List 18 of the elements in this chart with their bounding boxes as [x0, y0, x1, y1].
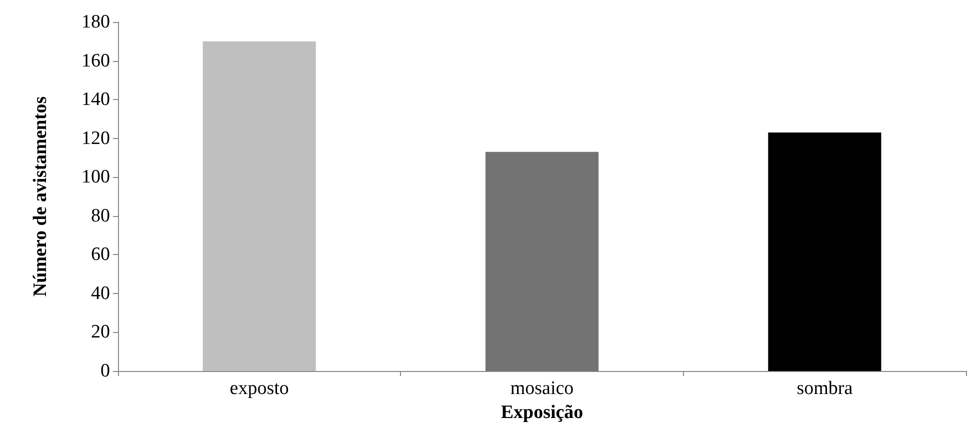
y-tick-label: 100 [82, 166, 110, 188]
y-tick-label: 120 [82, 128, 110, 149]
y-axis-title: Número de avistamentos [30, 96, 51, 297]
y-tick-label: 0 [100, 360, 110, 382]
y-tick-label: 160 [82, 50, 110, 72]
x-tick-label: mosaico [510, 378, 574, 399]
x-axis-title: Exposição [500, 402, 584, 423]
x-tick-label: sombra [796, 378, 854, 399]
y-tick-label: 60 [91, 244, 110, 266]
y-tick-label: 180 [82, 12, 110, 32]
bar [485, 152, 599, 371]
y-tick-label: 140 [82, 89, 110, 110]
y-tick-label: 20 [91, 322, 110, 343]
bar [768, 132, 882, 371]
bar [202, 41, 316, 371]
x-tick-label: exposto [230, 378, 289, 399]
y-tick-label: 80 [91, 205, 110, 226]
y-tick-label: 40 [91, 282, 110, 304]
